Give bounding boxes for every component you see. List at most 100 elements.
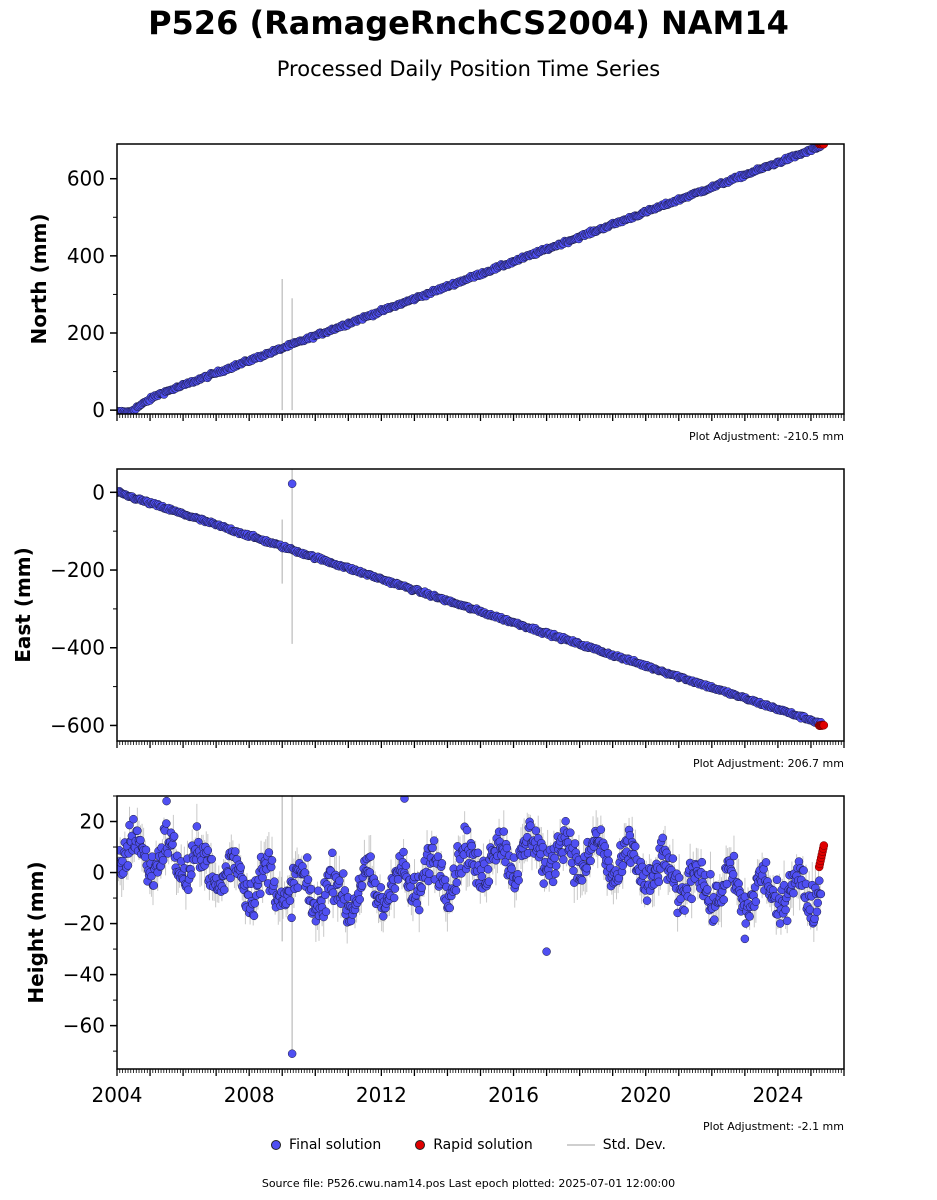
final-solution-marker-icon (271, 1140, 282, 1150)
final-solution-point (550, 853, 559, 863)
final-solution-point (577, 876, 587, 885)
final-solution-point (230, 847, 240, 856)
final-solution-point (816, 889, 826, 899)
final-solution-point (484, 877, 494, 886)
legend-final-label: Final solution (289, 1137, 382, 1153)
final-solution-point (507, 864, 516, 874)
final-solution-point (220, 885, 229, 895)
final-solution-point (236, 863, 245, 872)
final-solution-point (129, 814, 138, 824)
rapid-solution-marker-icon (415, 1140, 426, 1150)
final-solution-point (207, 854, 216, 864)
final-solution-point (414, 905, 424, 915)
final-solution-point (451, 886, 461, 895)
final-solution-point (526, 821, 535, 830)
legend-rapid: Rapid solution (415, 1137, 533, 1153)
x-tick-label: 2024 (752, 1083, 803, 1107)
final-solution-point (376, 883, 386, 892)
final-solution-point (303, 853, 312, 862)
final-solution-point (569, 866, 578, 876)
y-tick-label: 0 (92, 480, 105, 504)
final-solution-point (440, 875, 450, 885)
final-solution-point (163, 849, 173, 858)
final-solution-point (596, 825, 606, 834)
final-solution-point (697, 857, 707, 867)
final-solution-point (722, 879, 732, 889)
final-solution-point (467, 841, 476, 851)
final-solution-point (703, 885, 712, 894)
y-tick-label: −200 (50, 558, 105, 582)
outlier-point (400, 796, 409, 803)
final-solution-point (642, 896, 652, 905)
legend-rapid-label: Rapid solution (433, 1137, 533, 1153)
plot-adjustment-label: Plot Adjustment: -2.1 mm (703, 1120, 844, 1133)
final-solution-point (551, 869, 560, 879)
final-solution-point (390, 884, 400, 893)
x-tick-label: 2016 (488, 1083, 539, 1107)
final-solution-point (162, 819, 171, 828)
final-solution-point (417, 883, 426, 893)
final-solution-point (125, 820, 134, 830)
y-tick-label: −60 (63, 1014, 105, 1038)
final-solution-point (192, 822, 202, 831)
final-solution-point (514, 876, 523, 885)
final-solution-point (321, 907, 331, 916)
panel-1-data (117, 144, 829, 414)
final-solution-point (499, 827, 509, 836)
final-solution-point (287, 913, 296, 923)
final-solution-point (719, 895, 729, 904)
final-solution-point (378, 912, 388, 921)
final-solution-point (501, 857, 510, 867)
final-solution-point (133, 826, 142, 835)
axes-frame (116, 468, 845, 742)
final-solution-point (745, 912, 754, 921)
final-solution-point (340, 886, 350, 895)
final-solution-point (473, 848, 483, 858)
final-solution-point (680, 906, 689, 915)
final-solution-point (399, 847, 408, 857)
final-solution-point (433, 852, 443, 861)
y-tick-label: −400 (50, 636, 105, 660)
final-solution-point (462, 825, 472, 835)
final-solution-point (306, 884, 316, 894)
final-solution-point (187, 870, 196, 880)
final-solution-point (147, 871, 156, 881)
final-solution-point (815, 876, 824, 885)
rapid-solution-point (819, 841, 829, 850)
y-tick-label: −20 (63, 912, 105, 936)
final-solution-point (355, 895, 364, 904)
final-solution-point (751, 897, 761, 906)
final-solution-point (141, 845, 151, 855)
final-solution-point (158, 855, 168, 865)
final-solution-point (631, 842, 640, 851)
y-tick-label: −600 (50, 713, 105, 737)
plot-adjustment-label: Plot Adjustment: 206.7 mm (693, 757, 844, 770)
final-solution-point (445, 903, 455, 913)
final-solution-point (805, 905, 815, 914)
outlier-point (542, 947, 551, 956)
panel-2-data (117, 469, 829, 731)
final-solution-point (285, 896, 295, 905)
y-tick-label: 0 (92, 861, 105, 885)
y-tick-label: −40 (63, 963, 105, 987)
x-tick-label: 2004 (92, 1083, 143, 1107)
final-solution-point (668, 854, 678, 863)
final-solution-point (566, 828, 575, 837)
outlier-point (162, 796, 171, 806)
final-solution-point (303, 875, 313, 884)
final-solution-point (772, 875, 782, 885)
chart-title: P526 (RamageRnchCS2004) NAM14 (148, 4, 789, 42)
final-solution-point (140, 852, 150, 862)
final-solution-point (147, 852, 157, 861)
final-solution-point (559, 855, 568, 864)
final-solution-point (570, 839, 580, 848)
rapid-solution-point (819, 720, 829, 730)
final-solution-point (706, 870, 715, 879)
legend-final: Final solution (271, 1137, 381, 1153)
final-solution-point (393, 875, 403, 884)
final-solution-point (428, 843, 437, 853)
final-solution-point (618, 861, 628, 870)
final-solution-point (728, 870, 738, 879)
panel-2: 0 −200 −400 −600 East (mm) Plot Adjustment: 2… (11, 468, 845, 770)
final-solution-point (425, 869, 434, 878)
